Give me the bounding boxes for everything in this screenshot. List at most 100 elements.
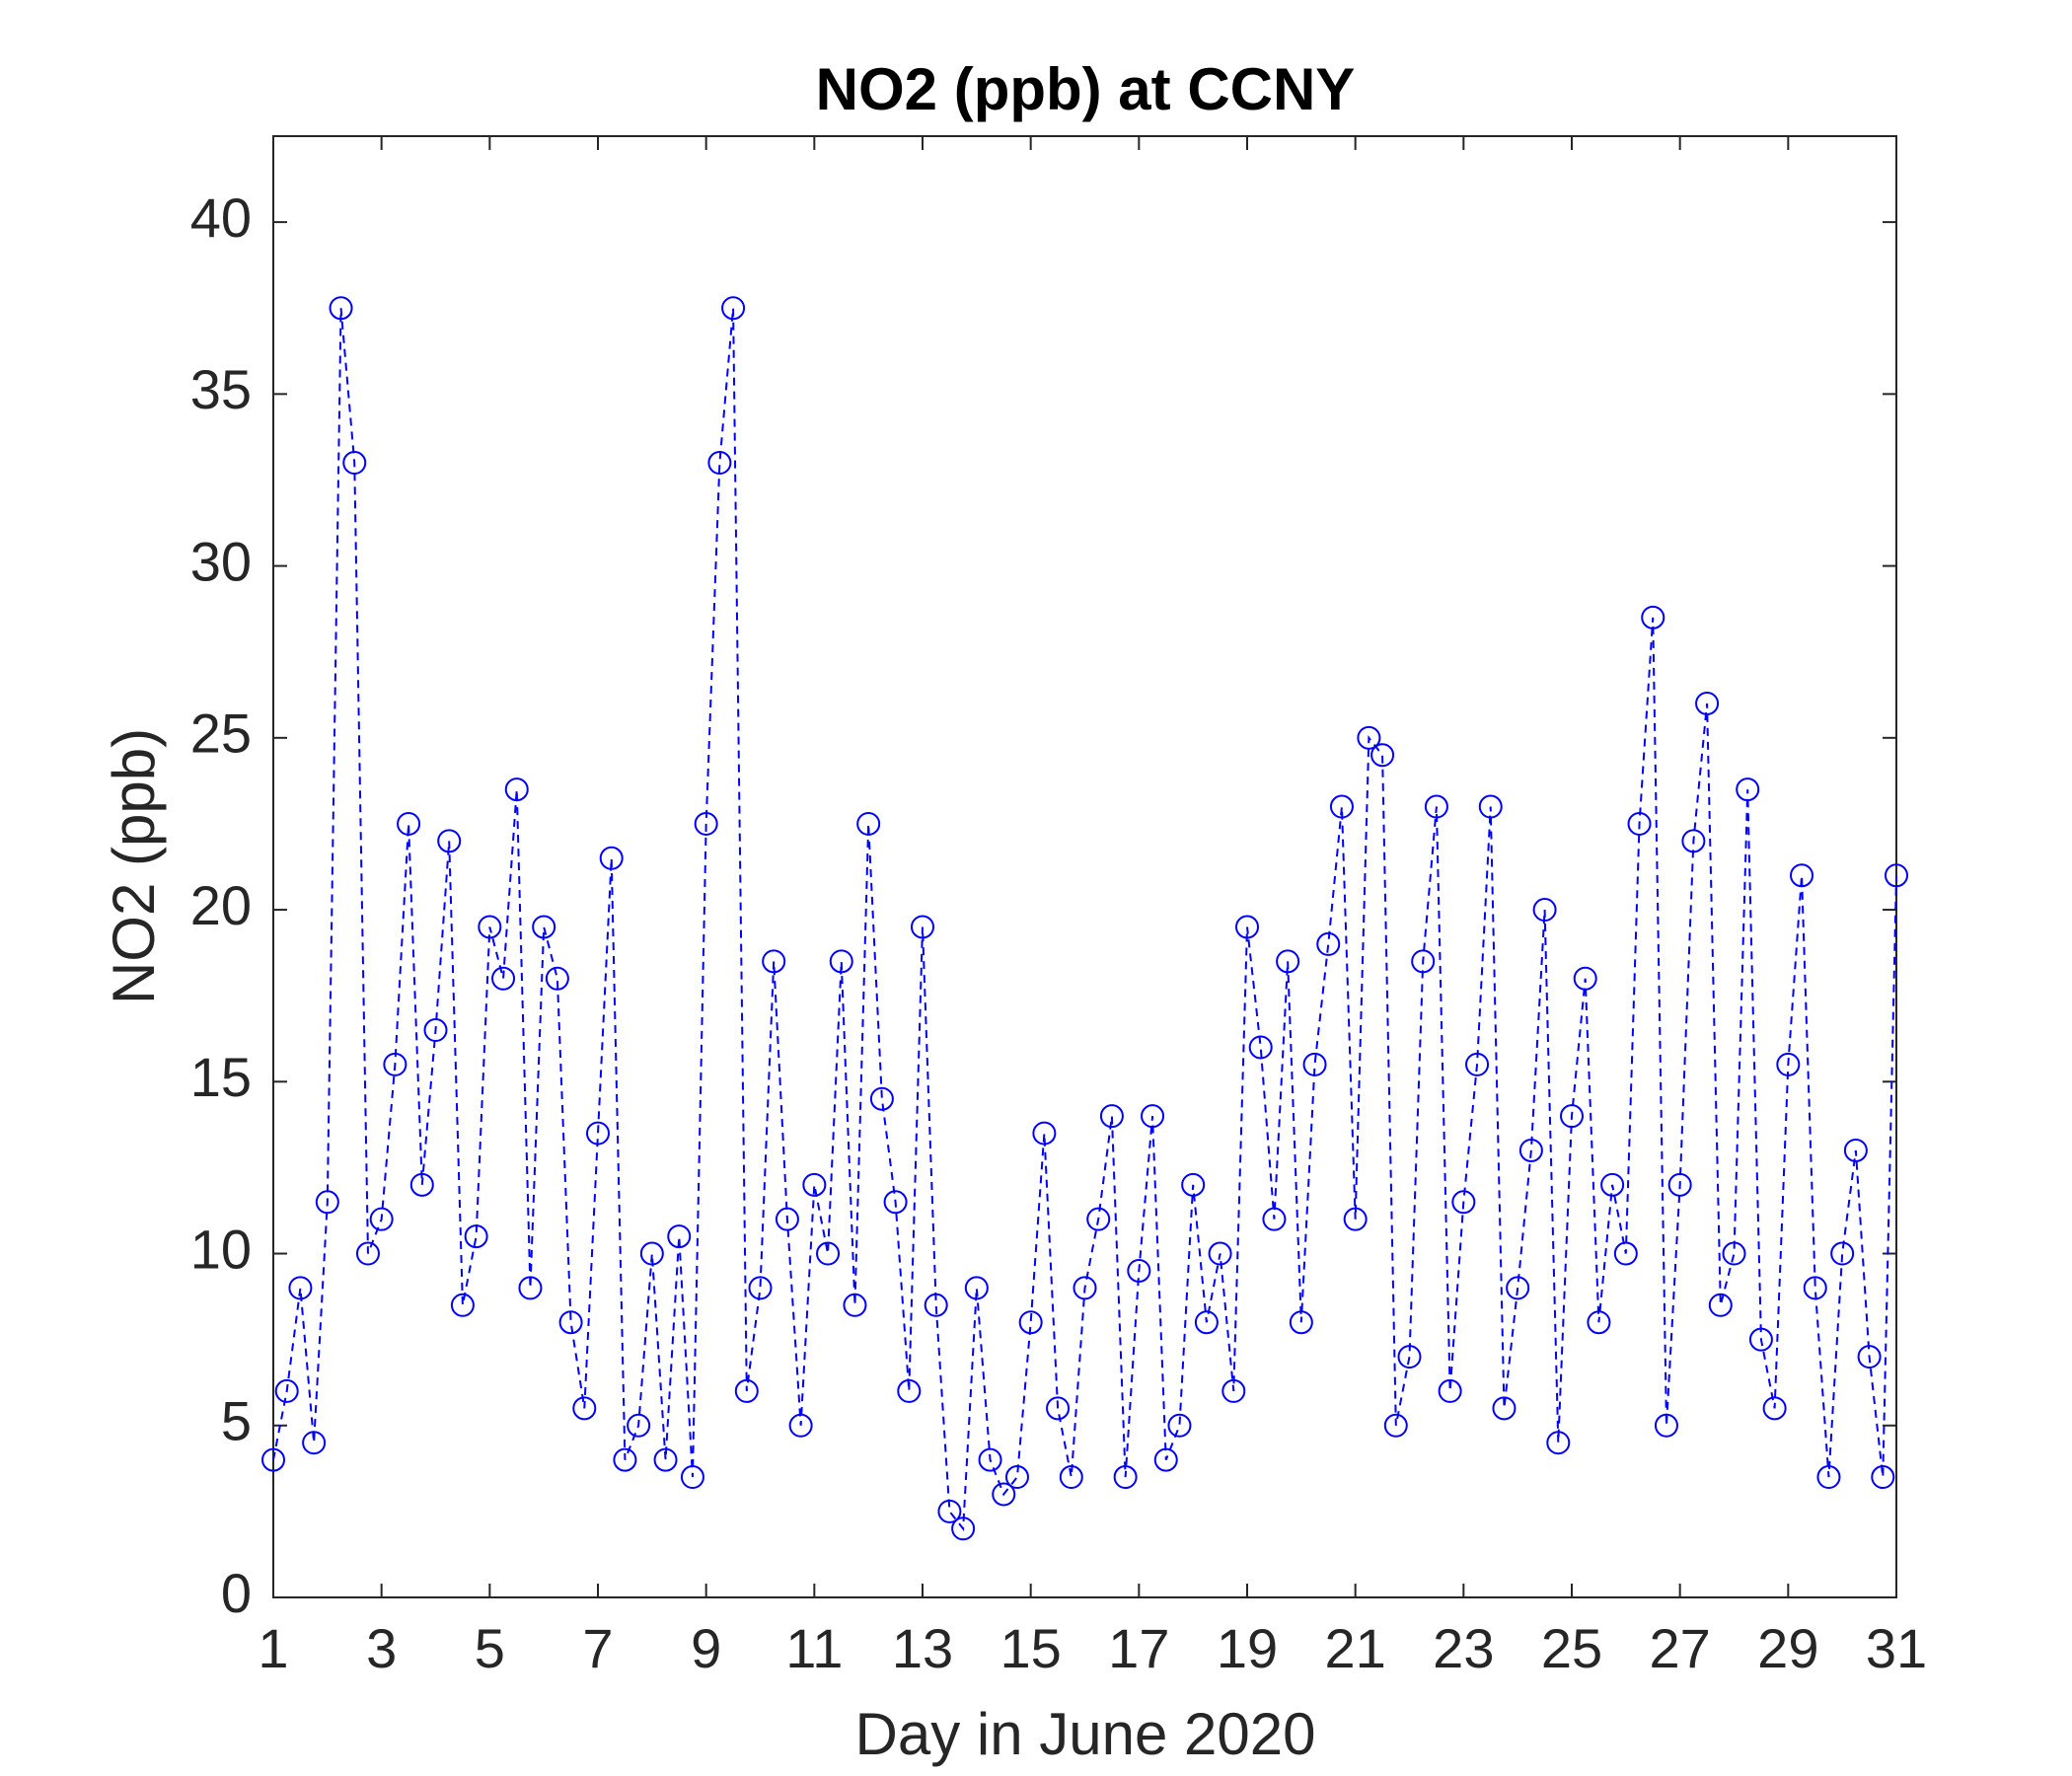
data-line bbox=[272, 308, 1897, 1532]
data-point bbox=[802, 1172, 827, 1197]
data-point bbox=[1803, 1276, 1827, 1300]
data-point bbox=[409, 1172, 434, 1197]
data-point bbox=[1708, 1293, 1733, 1317]
data-point bbox=[558, 1310, 583, 1335]
data-point bbox=[1059, 1465, 1083, 1490]
y-tick-label: 0 bbox=[221, 1562, 252, 1624]
data-point bbox=[572, 1396, 597, 1421]
data-point bbox=[680, 1465, 704, 1490]
data-point bbox=[355, 1241, 380, 1266]
y-tick-label: 20 bbox=[190, 874, 252, 936]
x-tick-label: 9 bbox=[691, 1617, 721, 1679]
data-point bbox=[1316, 931, 1341, 956]
data-point bbox=[1518, 1138, 1543, 1162]
data-point bbox=[1885, 863, 1908, 888]
data-point bbox=[911, 915, 934, 939]
data-point bbox=[302, 1431, 327, 1455]
data-point bbox=[1573, 966, 1597, 991]
data-point bbox=[1343, 1207, 1368, 1231]
data-point bbox=[1004, 1465, 1029, 1490]
data-point bbox=[1613, 1241, 1638, 1266]
x-tick-label: 23 bbox=[1433, 1617, 1494, 1679]
data-point bbox=[1871, 1465, 1895, 1490]
axes-box bbox=[272, 135, 1897, 1598]
data-point bbox=[464, 1224, 488, 1249]
data-point bbox=[1235, 915, 1259, 939]
x-axis-label: Day in June 2020 bbox=[855, 1701, 1316, 1767]
data-point bbox=[315, 1190, 339, 1215]
data-point bbox=[1532, 898, 1557, 923]
data-point bbox=[1776, 1052, 1801, 1076]
data-point bbox=[639, 1241, 664, 1266]
data-point bbox=[1113, 1465, 1138, 1490]
data-point bbox=[545, 966, 569, 991]
data-point bbox=[1722, 1241, 1746, 1266]
data-point bbox=[775, 1207, 799, 1231]
data-point bbox=[937, 1499, 962, 1523]
data-point bbox=[627, 1413, 651, 1438]
data-point bbox=[1681, 829, 1706, 853]
data-point bbox=[1654, 1413, 1678, 1438]
data-point bbox=[1181, 1172, 1206, 1197]
x-tick-label: 5 bbox=[475, 1617, 505, 1679]
data-point bbox=[478, 915, 502, 939]
data-point bbox=[1857, 1345, 1882, 1369]
data-point bbox=[978, 1447, 1002, 1472]
data-point bbox=[1073, 1276, 1097, 1300]
data-point bbox=[1451, 1190, 1476, 1215]
data-point bbox=[1153, 1447, 1178, 1472]
data-point bbox=[964, 1276, 989, 1300]
x-tick-label: 11 bbox=[785, 1617, 843, 1679]
data-point bbox=[924, 1293, 948, 1317]
data-point bbox=[1762, 1396, 1787, 1421]
data-point bbox=[1194, 1310, 1219, 1335]
x-tick-label: 3 bbox=[366, 1617, 397, 1679]
data-point bbox=[1032, 1121, 1057, 1146]
data-point bbox=[369, 1207, 394, 1231]
x-tick-label: 13 bbox=[892, 1617, 953, 1679]
data-point bbox=[1492, 1396, 1517, 1421]
data-point bbox=[1262, 1207, 1287, 1231]
data-point bbox=[1830, 1241, 1855, 1266]
data-point bbox=[1248, 1035, 1273, 1060]
data-point bbox=[532, 915, 556, 939]
data-point bbox=[1276, 949, 1300, 974]
data-point bbox=[288, 1276, 313, 1300]
data-point bbox=[1289, 1310, 1313, 1335]
x-tick-label: 25 bbox=[1541, 1617, 1602, 1679]
x-tick-label: 7 bbox=[582, 1617, 613, 1679]
data-point bbox=[1141, 1104, 1165, 1129]
data-point bbox=[788, 1413, 813, 1438]
data-point bbox=[1843, 1138, 1868, 1162]
data-point bbox=[694, 811, 718, 836]
data-point bbox=[1816, 1465, 1841, 1490]
data-point bbox=[1790, 863, 1814, 888]
x-tick-label: 15 bbox=[1000, 1617, 1062, 1679]
x-tick-label: 19 bbox=[1217, 1617, 1278, 1679]
data-point bbox=[1641, 605, 1665, 629]
data-point bbox=[897, 1378, 922, 1403]
data-point bbox=[586, 1121, 610, 1146]
data-point bbox=[1478, 794, 1503, 819]
data-point bbox=[1208, 1241, 1232, 1266]
data-point bbox=[1018, 1310, 1043, 1335]
x-tick-label: 1 bbox=[258, 1617, 288, 1679]
y-tick-label: 40 bbox=[190, 186, 252, 249]
data-point bbox=[1424, 794, 1448, 819]
data-point bbox=[653, 1447, 678, 1472]
data-point bbox=[1370, 743, 1395, 768]
data-point bbox=[261, 1447, 285, 1472]
x-tick-label: 29 bbox=[1757, 1617, 1818, 1679]
data-point bbox=[491, 966, 516, 991]
data-point bbox=[1465, 1052, 1490, 1076]
data-point bbox=[504, 777, 529, 802]
data-point bbox=[274, 1378, 299, 1403]
x-tick-label: 17 bbox=[1108, 1617, 1169, 1679]
data-point bbox=[1748, 1327, 1773, 1352]
data-point bbox=[992, 1482, 1016, 1507]
data-point bbox=[518, 1276, 543, 1300]
data-point bbox=[883, 1190, 908, 1215]
data-point bbox=[1357, 725, 1381, 750]
